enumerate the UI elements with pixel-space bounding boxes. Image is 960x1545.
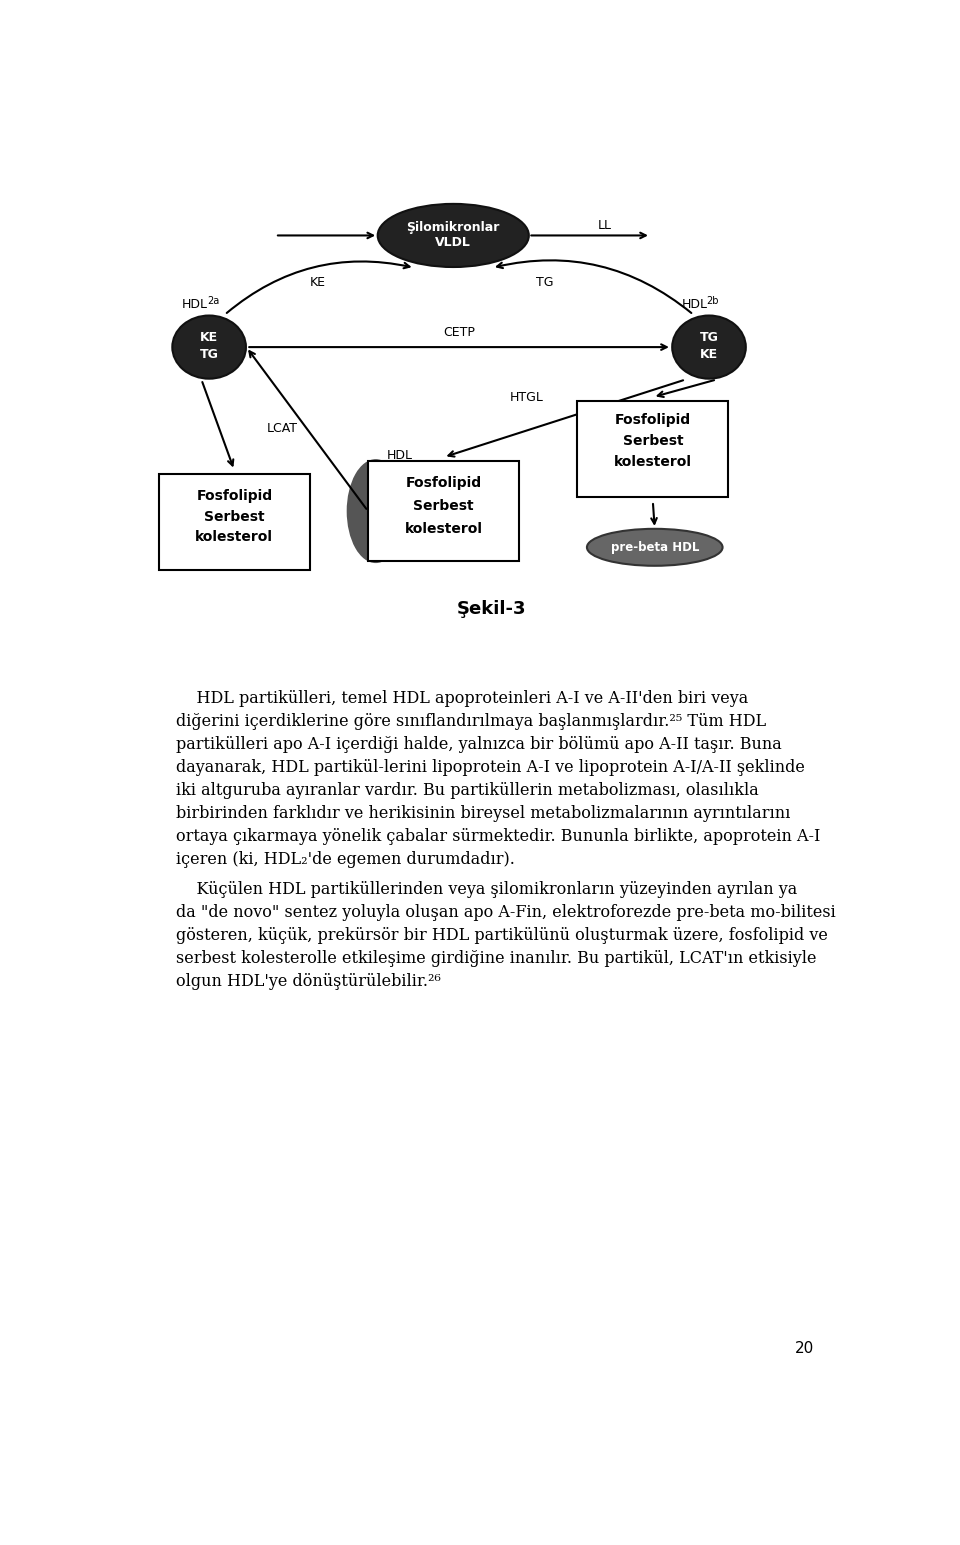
Ellipse shape — [347, 459, 405, 562]
Text: pre-beta HDL: pre-beta HDL — [611, 541, 699, 553]
Text: Şekil-3: Şekil-3 — [457, 599, 527, 618]
Text: HDL partikülleri, temel HDL apoproteinleri A-I ve A-II'den biri veya: HDL partikülleri, temel HDL apoproteinle… — [176, 689, 748, 706]
Ellipse shape — [172, 315, 246, 379]
Text: TG: TG — [536, 275, 554, 289]
Text: Şilomikronlar: Şilomikronlar — [407, 221, 500, 235]
FancyBboxPatch shape — [368, 460, 519, 561]
Text: gösteren, küçük, prekürsör bir HDL partikülünü oluşturmak üzere, fosfolipid ve: gösteren, küçük, prekürsör bir HDL parti… — [176, 927, 828, 944]
Text: LCAT: LCAT — [267, 422, 299, 434]
Text: kolesterol: kolesterol — [613, 454, 692, 468]
Text: 20: 20 — [794, 1341, 814, 1357]
Text: TG: TG — [200, 348, 219, 360]
Text: Fosfolipid: Fosfolipid — [405, 476, 482, 490]
Text: içeren (ki, HDL₂'de egemen durumdadır).: içeren (ki, HDL₂'de egemen durumdadır). — [176, 851, 515, 868]
Text: da "de novo" sentez yoluyla oluşan apo A-Fin, elektroforezde pre-beta mo-bilites: da "de novo" sentez yoluyla oluşan apo A… — [176, 904, 835, 921]
Ellipse shape — [672, 315, 746, 379]
Text: HDL: HDL — [682, 298, 708, 311]
Text: 2b: 2b — [707, 297, 719, 306]
Text: Serbest: Serbest — [204, 510, 265, 524]
Text: TG: TG — [700, 331, 718, 343]
Text: partikülleri apo A-I içerdiği halde, yalnızca bir bölümü apo A-II taşır. Buna: partikülleri apo A-I içerdiği halde, yal… — [176, 735, 781, 752]
Text: KE: KE — [700, 348, 718, 360]
Text: KE: KE — [200, 331, 218, 343]
Text: Fosfolipid: Fosfolipid — [196, 488, 273, 502]
Text: diğerini içerdiklerine göre sınıflandırılmaya başlanmışlardır.²⁵ Tüm HDL: diğerini içerdiklerine göre sınıflandırı… — [176, 712, 766, 729]
FancyBboxPatch shape — [577, 402, 729, 497]
Text: LL: LL — [597, 219, 612, 232]
Ellipse shape — [587, 528, 723, 565]
Text: iki altguruba ayıranlar vardır. Bu partiküllerin metabolizması, olasılıkla: iki altguruba ayıranlar vardır. Bu parti… — [176, 782, 758, 799]
Text: YA: YA — [710, 406, 726, 419]
Text: 3: 3 — [416, 467, 421, 476]
Text: KE: KE — [310, 275, 325, 289]
Text: VLDL: VLDL — [435, 236, 471, 249]
Text: HDL: HDL — [182, 298, 208, 311]
Text: Küçülen HDL partiküllerinden veya şilomikronların yüzeyinden ayrılan ya: Küçülen HDL partiküllerinden veya şilomi… — [176, 881, 797, 898]
Text: kolesterol: kolesterol — [195, 530, 274, 544]
Text: kolesterol: kolesterol — [404, 522, 483, 536]
Text: olgun HDL'ye dönüştürülebilir.²⁶: olgun HDL'ye dönüştürülebilir.²⁶ — [176, 973, 441, 990]
Text: 2a: 2a — [206, 297, 219, 306]
Text: HDL: HDL — [387, 448, 413, 462]
FancyBboxPatch shape — [158, 474, 310, 570]
Text: Serbest: Serbest — [622, 434, 684, 448]
Text: HTGL: HTGL — [510, 391, 543, 403]
Text: ortaya çıkarmaya yönelik çabalar sürmektedir. Bununla birlikte, apoprotein A-I: ortaya çıkarmaya yönelik çabalar sürmekt… — [176, 828, 820, 845]
Text: dayanarak, HDL partikül-lerini lipoprotein A-I ve lipoprotein A-I/A-II şeklinde: dayanarak, HDL partikül-lerini lipoprote… — [176, 759, 804, 776]
Text: birbirinden farklıdır ve herikisinin bireysel metabolizmalarının ayrıntılarını: birbirinden farklıdır ve herikisinin bir… — [176, 805, 790, 822]
Text: Serbest: Serbest — [413, 499, 474, 513]
Text: serbest kolesterolle etkileşime girdiğine inanılır. Bu partikül, LCAT'ın etkisiy: serbest kolesterolle etkileşime girdiğin… — [176, 950, 816, 967]
Text: CETP: CETP — [444, 326, 475, 338]
Ellipse shape — [377, 204, 529, 267]
Text: Fosfolipid: Fosfolipid — [614, 413, 691, 428]
